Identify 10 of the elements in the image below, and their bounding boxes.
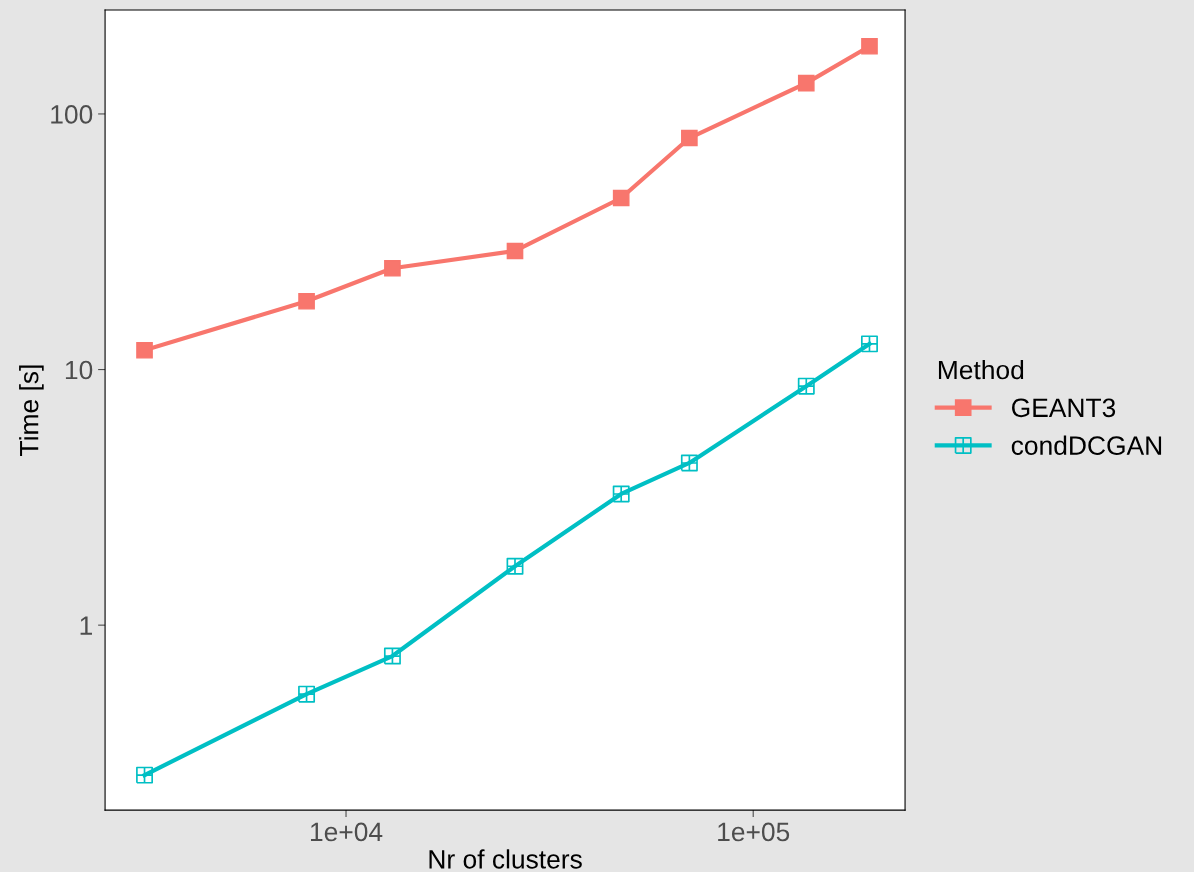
legend-label: GEANT3 xyxy=(1012,398,1116,418)
x-axis-title: Nr of clusters xyxy=(429,849,582,869)
x-tick-label: 1e+05 xyxy=(718,822,790,842)
y-tick-label: 10 xyxy=(65,360,93,380)
y-tick-label: 1 xyxy=(80,616,92,635)
legend-title: Method xyxy=(938,359,1024,380)
y-tick-label: 100 xyxy=(51,105,93,124)
x-tick-label: 1e+04 xyxy=(310,822,383,842)
y-axis-title: Time [s] xyxy=(19,365,44,456)
legend-label: condDCGAN xyxy=(1011,435,1162,455)
